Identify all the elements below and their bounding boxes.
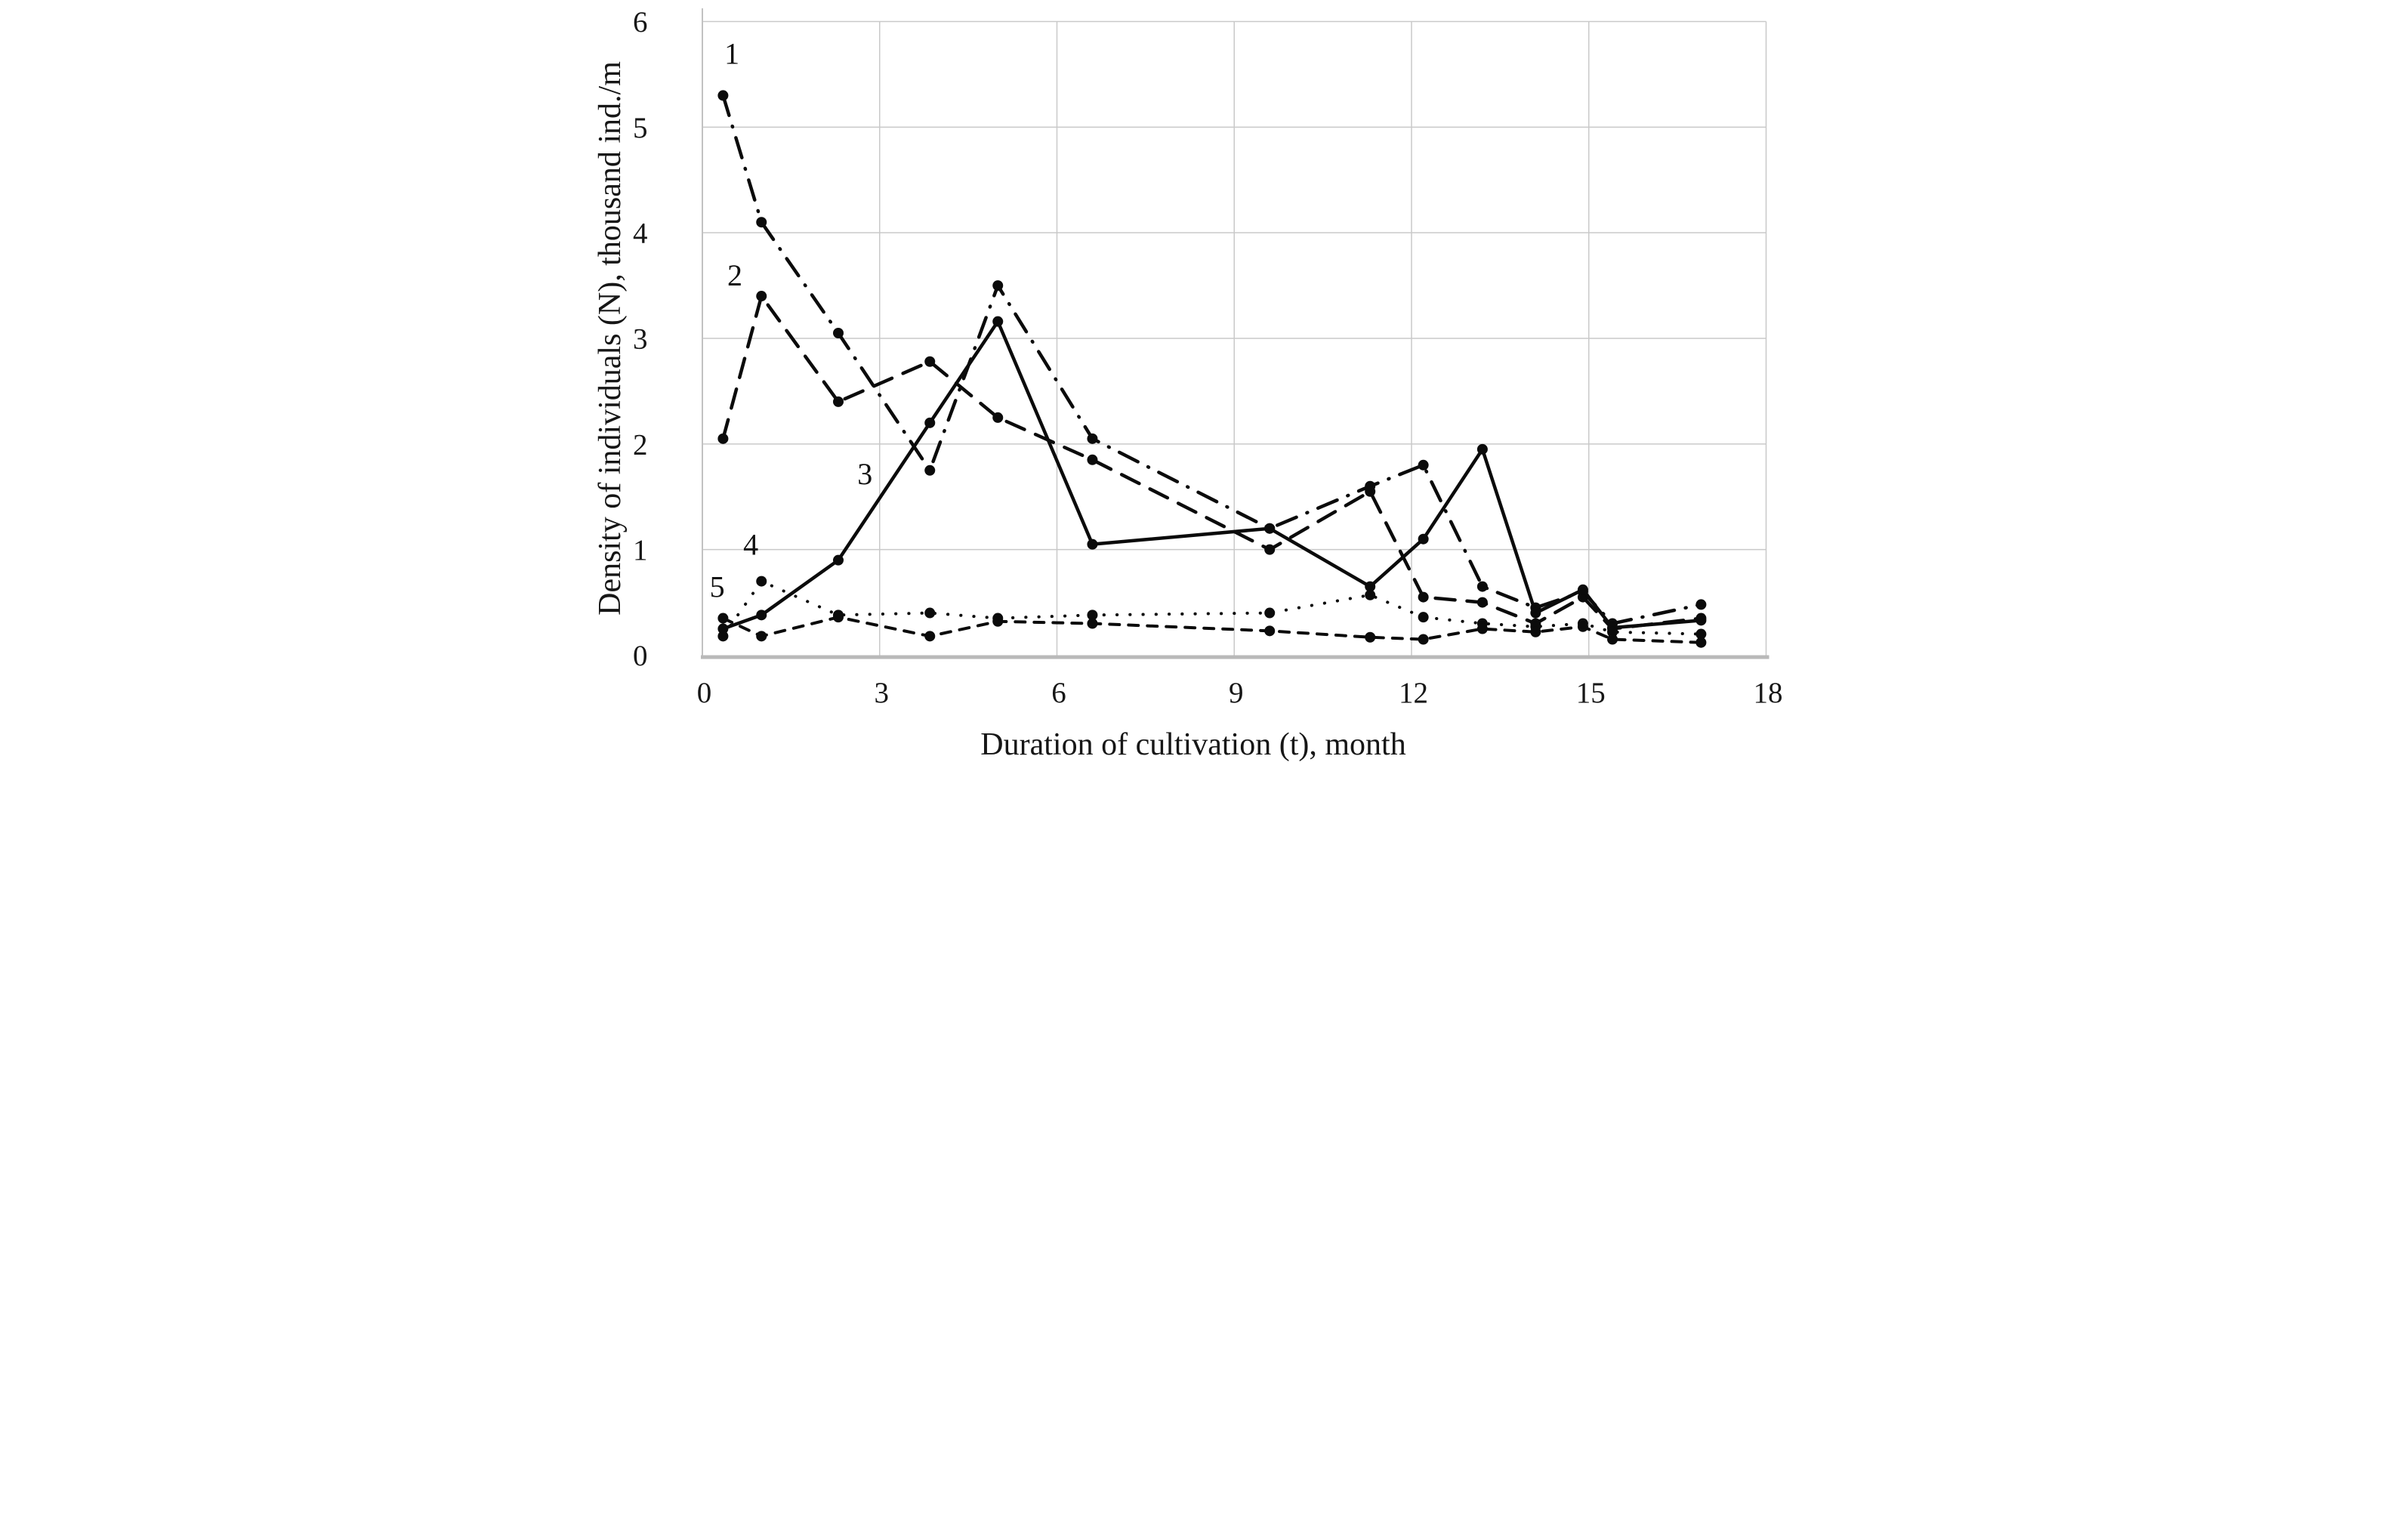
series-3-point-3.85 [924,417,935,428]
series-1-point-1 [755,217,767,228]
y-tick-label-4: 4 [633,218,648,250]
y-tick-label-6: 6 [633,6,648,39]
series-3-line [720,319,1703,631]
series-5-point-2.3 [832,612,844,623]
grid-layer [700,8,1769,659]
series-3-point-12.2 [1418,533,1429,545]
series-5-point-6.6 [1086,618,1097,629]
series-4-point-1 [755,576,767,587]
x-tick-label-15: 15 [1575,677,1605,709]
series-3-label: 3 [857,457,872,491]
series-1-point-2.3 [832,328,844,338]
x-tick-label-12: 12 [1399,677,1428,709]
x-tick-label-9: 9 [1229,677,1244,709]
series-2-point-2.3 [832,396,844,407]
series-3-point-1 [755,610,767,621]
series-5-point-16.9 [1695,637,1706,648]
series-5-point-14.1 [1529,626,1541,637]
series-1-point-13.2 [1476,581,1488,592]
series-3-point-5 [992,316,1003,327]
series-2-point-3.85 [924,356,935,367]
series-4-point-0.35 [717,631,728,642]
series-5-point-1 [755,631,767,642]
series-5-point-11.3 [1364,631,1375,643]
series-1-point-12.2 [1418,459,1429,471]
series-4-point-11.3 [1364,589,1375,600]
series-2-point-11.3 [1364,486,1375,497]
series-5-point-9.6 [1263,625,1275,637]
series-4-point-15.4 [1606,626,1618,637]
series-1-point-16.9 [1695,599,1706,610]
series-2-point-13.2 [1476,597,1488,608]
x-tick-label-3: 3 [874,677,889,709]
series-5-point-14.9 [1577,621,1588,632]
series-4-point-12.2 [1418,612,1429,623]
series-3-point-16.9 [1695,615,1706,626]
y-tick-label-2: 2 [633,428,648,461]
series-5-point-3.85 [924,631,935,642]
series-3-point-14.9 [1577,584,1588,595]
series-layer: 1 2 3 45 [709,36,1706,648]
x-tick-label-18: 18 [1753,677,1782,709]
series-4-point-3.85 [924,607,935,619]
series-4-point-6.6 [1086,610,1097,621]
y-tick-label-1: 1 [633,534,648,566]
y-tick-label-0: 0 [633,640,648,672]
series-2-label: 2 [727,258,742,292]
series-2-line [720,294,1703,631]
series-1-label: 1 [724,36,739,70]
x-tick-label-0: 0 [696,677,711,709]
y-axis-title: Density of individuals (N), thousand ind… [597,61,628,616]
series-1-point-0.35 [717,90,728,101]
series-3-point-13.2 [1476,443,1488,455]
series-5-point-15.4 [1606,634,1618,645]
series-1-point-3.85 [924,464,935,476]
series-2-point-9.6 [1263,544,1275,555]
series-1-point-5 [992,280,1003,292]
x-axis-title: Duration of cultivation (t), month [980,727,1405,762]
series-5-label: 5 [709,570,724,604]
series-3-point-2.3 [832,554,844,566]
series-5-point-5 [992,616,1003,627]
series-3-point-6.6 [1086,539,1097,550]
series-2-point-1 [755,291,767,302]
series-2-point-0.35 [717,433,728,444]
series-3-point-14.1 [1529,607,1541,619]
series-5-point-0.35 [717,613,728,624]
x-tick-label-6: 6 [1051,677,1066,709]
series-2-point-12.2 [1418,591,1429,603]
series-5-line [720,616,1702,644]
series-2-point-5 [992,412,1003,423]
series-2-point-6.6 [1086,454,1097,465]
series-3-point-0.35 [717,623,728,634]
series-4-label: 4 [743,528,758,562]
series-3-point-9.6 [1263,523,1275,534]
y-tick-label-3: 3 [633,323,648,356]
series-1-point-6.6 [1086,433,1097,444]
series-3-point-11.3 [1364,581,1375,592]
series-1-line [720,94,1703,625]
series-4-point-16.9 [1695,628,1706,640]
series-4-point-9.6 [1263,607,1275,619]
y-tick-label-5: 5 [633,112,648,144]
series-5-point-12.2 [1418,634,1429,645]
series-5-point-13.2 [1476,623,1488,634]
